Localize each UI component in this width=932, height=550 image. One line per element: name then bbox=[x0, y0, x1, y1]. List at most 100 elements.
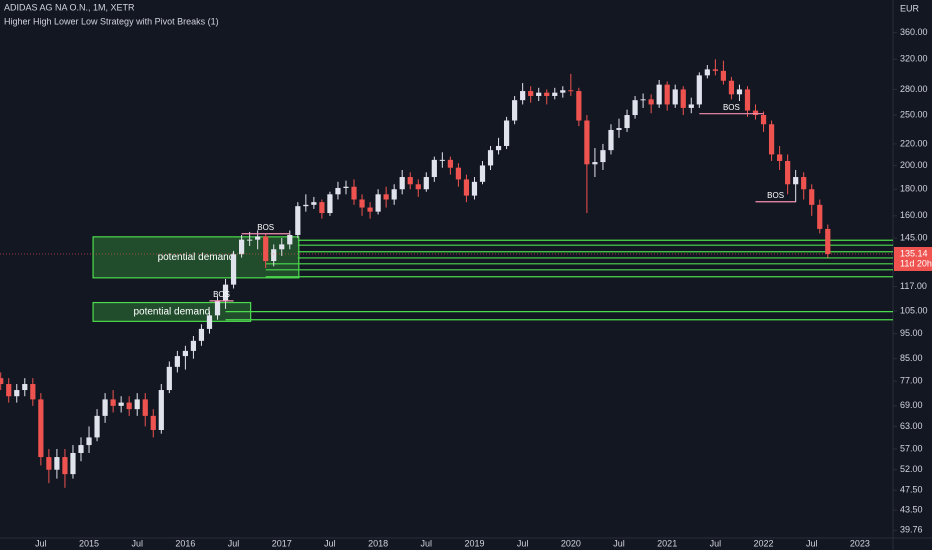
candle-body bbox=[295, 206, 301, 235]
candle-body bbox=[752, 110, 759, 116]
candle-body bbox=[239, 239, 245, 255]
countdown-label: 11d 20h bbox=[900, 258, 932, 268]
candle-body bbox=[407, 177, 413, 185]
candle-body bbox=[198, 328, 205, 341]
candle-body bbox=[102, 399, 108, 416]
candle-body bbox=[174, 356, 180, 367]
candle-body bbox=[166, 366, 172, 391]
y-tick-label: 39.76 bbox=[900, 525, 923, 535]
candle-body bbox=[190, 340, 197, 351]
x-tick-label: Jul bbox=[421, 538, 433, 548]
y-tick-label: 220.00 bbox=[900, 138, 928, 148]
candle-body bbox=[560, 90, 566, 93]
candle-body bbox=[142, 399, 148, 416]
x-tick-label: Jul bbox=[710, 538, 722, 548]
symbol-title: ADIDAS AG NA O.N., 1M, XETR bbox=[4, 2, 135, 12]
candle-body bbox=[576, 91, 582, 121]
candle-body bbox=[608, 129, 614, 151]
candle-body bbox=[6, 384, 12, 397]
candle-body bbox=[479, 165, 486, 182]
candle-body bbox=[785, 160, 791, 185]
y-tick-label: 250.00 bbox=[900, 109, 928, 119]
candle-body bbox=[720, 70, 726, 81]
candle-body bbox=[632, 100, 638, 116]
candle-body bbox=[182, 350, 188, 357]
x-tick-label: 2016 bbox=[175, 538, 195, 548]
candle-body bbox=[817, 204, 823, 229]
candle-body bbox=[568, 90, 574, 92]
candle-body bbox=[134, 399, 140, 410]
candle-body bbox=[255, 236, 261, 240]
candle-body bbox=[38, 399, 44, 458]
x-tick-label: 2022 bbox=[754, 538, 774, 548]
y-tick-label: 95.00 bbox=[900, 328, 923, 338]
candle-body bbox=[375, 194, 381, 212]
candle-body bbox=[110, 399, 116, 406]
candle-body bbox=[335, 187, 341, 195]
candle-body bbox=[230, 254, 237, 285]
last-price-box bbox=[894, 246, 932, 271]
y-tick-label: 52.00 bbox=[900, 464, 923, 474]
y-tick-label: 200.00 bbox=[900, 160, 928, 170]
x-tick-label: 2020 bbox=[561, 538, 581, 548]
candle-body bbox=[760, 115, 767, 125]
candle-body bbox=[592, 162, 598, 165]
y-tick-label: 57.00 bbox=[900, 443, 923, 453]
candle-body bbox=[351, 186, 357, 200]
candle-body bbox=[471, 181, 478, 196]
x-tick-label: Jul bbox=[131, 538, 143, 548]
x-tick-label: Jul bbox=[613, 538, 625, 548]
y-tick-label: 160.00 bbox=[900, 210, 928, 220]
candle-body bbox=[158, 390, 164, 431]
candle-body bbox=[343, 186, 349, 188]
candle-body bbox=[206, 315, 213, 329]
candle-body bbox=[0, 378, 4, 385]
y-tick-label: 63.00 bbox=[900, 421, 923, 431]
candle-body bbox=[62, 457, 68, 475]
y-tick-label: 180.00 bbox=[900, 184, 928, 194]
x-tick-label: 2021 bbox=[657, 538, 677, 548]
candle-body bbox=[664, 84, 670, 105]
candle-body bbox=[383, 194, 389, 200]
candle-body bbox=[279, 244, 285, 250]
x-tick-label: 2015 bbox=[79, 538, 99, 548]
candle-body bbox=[70, 452, 76, 475]
x-tick-label: 2023 bbox=[850, 538, 870, 548]
bos-label: BOS bbox=[767, 191, 784, 200]
candle-body bbox=[656, 84, 662, 105]
candle-body bbox=[447, 159, 453, 168]
candle-body bbox=[616, 128, 622, 130]
y-tick-label: 85.00 bbox=[900, 353, 923, 363]
candle-body bbox=[287, 234, 293, 245]
candle-body bbox=[704, 69, 710, 76]
candle-body bbox=[777, 154, 783, 161]
candle-body bbox=[624, 115, 630, 129]
candle-body bbox=[327, 194, 333, 214]
last-price-label: 135.14 bbox=[900, 248, 928, 258]
candle-body bbox=[552, 92, 558, 96]
candle-body bbox=[14, 390, 20, 397]
candle-body bbox=[801, 177, 807, 190]
candle-body bbox=[512, 100, 518, 121]
candle-body bbox=[544, 92, 550, 96]
candle-body bbox=[22, 384, 28, 391]
candle-body bbox=[712, 69, 718, 71]
y-tick-label: 117.00 bbox=[900, 281, 927, 291]
candle-body bbox=[118, 402, 124, 406]
candle-body bbox=[528, 91, 534, 96]
candle-body bbox=[503, 120, 510, 146]
x-tick-label: Jul bbox=[35, 538, 47, 548]
candle-body bbox=[359, 199, 365, 208]
zone-label: potential demand bbox=[133, 307, 210, 318]
candle-body bbox=[520, 91, 526, 101]
candle-body bbox=[439, 159, 445, 161]
candle-body bbox=[463, 179, 470, 196]
candle-body bbox=[214, 300, 221, 316]
candle-body bbox=[455, 167, 462, 180]
candle-body bbox=[696, 75, 702, 105]
y-tick-label: 47.50 bbox=[900, 485, 923, 495]
indicator-title: Higher High Lower Low Strategy with Pivo… bbox=[4, 16, 219, 26]
candle-body bbox=[640, 99, 646, 101]
